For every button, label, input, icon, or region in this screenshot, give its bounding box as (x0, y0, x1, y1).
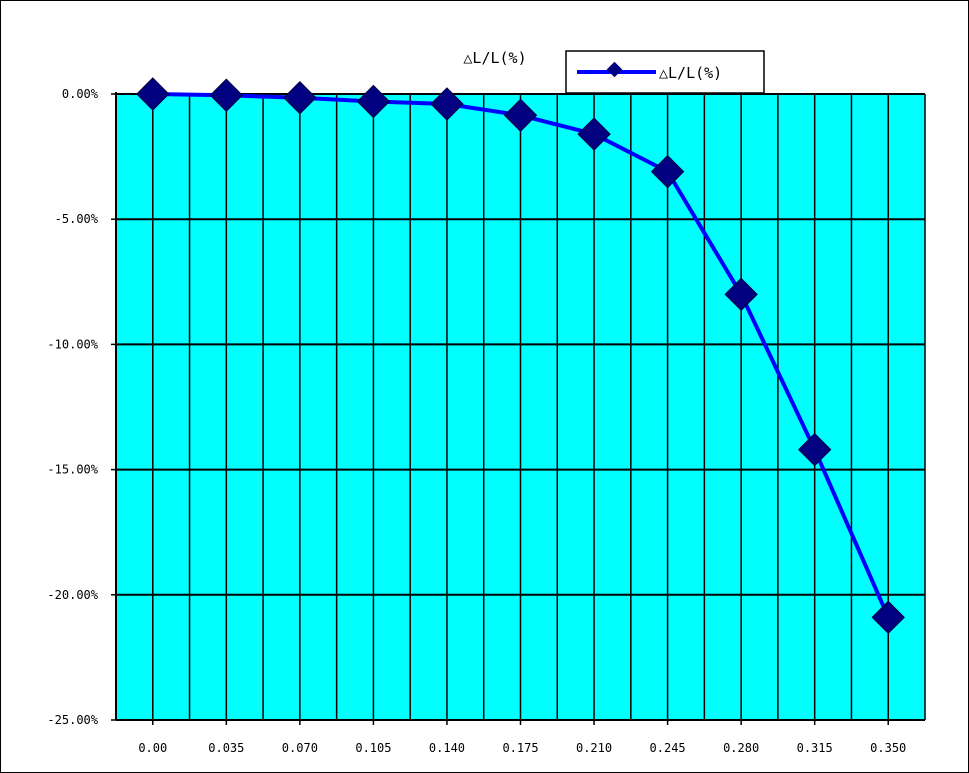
data-point-marker (283, 81, 317, 115)
x-tick-label: 0.175 (502, 741, 538, 755)
vertical-gridlines (152, 94, 926, 720)
data-point-marker (356, 84, 391, 119)
x-tick-label: 0.280 (723, 741, 759, 755)
x-tick-label: 0.070 (282, 741, 318, 755)
data-point-marker (430, 87, 464, 121)
y-tick-labels: 0.00% -5.00% -10.00% -15.00% -20.00% -25.00% (47, 87, 116, 727)
chart-title: △L/L(%) (463, 49, 526, 67)
y-tick-label: -25.00% (47, 713, 98, 727)
data-point-marker (650, 154, 685, 189)
series-group (136, 77, 905, 635)
x-tick-label: 0.210 (576, 741, 612, 755)
y-tick-label: -5.00% (55, 212, 99, 226)
y-tick-label: 0.00% (62, 87, 99, 101)
data-point-marker (577, 117, 611, 151)
x-tick-label: 0.350 (870, 741, 906, 755)
data-point-marker (209, 78, 244, 112)
data-point-marker (871, 600, 905, 635)
y-tick-label: -15.00% (47, 463, 98, 477)
x-tick-label: 0.245 (650, 741, 686, 755)
x-tick-label: 0.140 (429, 741, 465, 755)
y-tick-label: -10.00% (47, 337, 98, 351)
x-tick-label: 0.00 (138, 741, 167, 755)
x-tick-label: 0.315 (797, 741, 833, 755)
x-tick-label: 0.035 (208, 741, 244, 755)
data-point-marker (724, 277, 758, 312)
x-tick-labels: 0.00 0.035 0.070 0.105 0.140 0.175 0.210 0.245 0… (138, 720, 906, 755)
legend: △L/L(%) (565, 50, 765, 94)
legend-label: △L/L(%) (659, 64, 722, 82)
data-point-marker (797, 432, 832, 467)
data-point-marker (136, 77, 170, 111)
data-point-marker (503, 98, 538, 132)
y-tick-label: -20.00% (47, 588, 98, 602)
x-tick-label: 0.105 (355, 741, 391, 755)
